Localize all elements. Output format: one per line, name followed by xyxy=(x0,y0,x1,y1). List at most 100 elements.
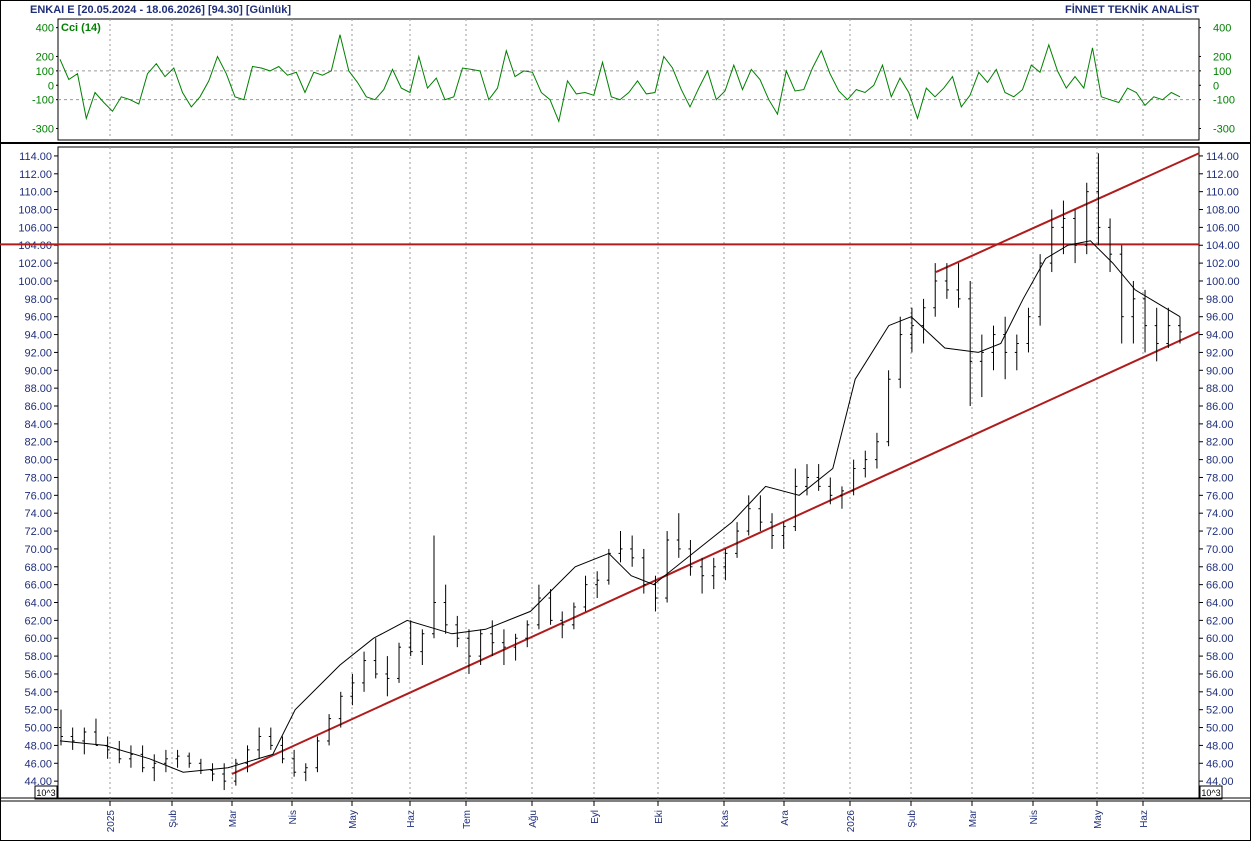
scale-label-right: 10^3 xyxy=(1201,788,1220,798)
price-tick-label-left: 82.00 xyxy=(24,437,52,449)
scale-box-left xyxy=(34,785,58,800)
moving-average-group xyxy=(59,240,1181,773)
price-tick-label-left: 104.00 xyxy=(18,240,52,252)
x-tick-label: Şub xyxy=(168,810,179,828)
price-tick-label-right: 50.00 xyxy=(1206,723,1234,735)
cci-tick-label-left: 400 xyxy=(36,23,54,35)
price-tick-label-right: 88.00 xyxy=(1206,383,1234,395)
price-tick-label-right: 72.00 xyxy=(1206,526,1234,538)
price-tick-label-left: 72.00 xyxy=(24,526,52,538)
cci-panel-frame xyxy=(57,18,1200,141)
price-tick-label-right: 52.00 xyxy=(1206,705,1234,717)
price-tick-label-left: 58.00 xyxy=(24,651,52,663)
price-tick-label-left: 70.00 xyxy=(24,544,52,556)
x-tick-label: Haz xyxy=(1139,810,1150,828)
price-tick-label-right: 114.00 xyxy=(1206,151,1239,163)
price-y-axis: 44.00 44.00 46.00 46.00 48.00 48.00 50.00 50.00… xyxy=(18,151,1239,788)
price-tick-label-left: 96.00 xyxy=(24,312,52,324)
cci-tick-label-left: 0 xyxy=(48,80,54,92)
price-tick-label-right: 48.00 xyxy=(1206,740,1234,752)
price-tick-label-right: 84.00 xyxy=(1206,419,1234,431)
x-tick-label: Kas xyxy=(720,810,731,827)
price-tick-label-left: 64.00 xyxy=(24,598,52,610)
moving-average-line xyxy=(59,240,1181,773)
price-tick-label-right: 58.00 xyxy=(1206,651,1234,663)
price-tick-label-left: 80.00 xyxy=(24,455,52,467)
price-tick-label-left: 112.00 xyxy=(19,169,52,181)
price-tick-label-right: 112.00 xyxy=(1206,169,1239,181)
price-tick-label-left: 46.00 xyxy=(24,758,52,770)
scale-label-left: 10^3 xyxy=(36,788,55,798)
x-tick-label: Tem xyxy=(462,810,473,829)
x-tick-label: Ara xyxy=(780,810,791,826)
price-tick-label-left: 86.00 xyxy=(24,401,52,413)
price-panel-frame xyxy=(57,146,1200,800)
x-tick-label: Haz xyxy=(406,810,417,828)
price-tick-label-right: 44.00 xyxy=(1206,776,1234,788)
x-tick-label: Eki xyxy=(654,810,665,824)
x-tick-label: 2026 xyxy=(846,810,857,833)
price-tick-label-right: 68.00 xyxy=(1206,562,1234,574)
price-tick-label-left: 74.00 xyxy=(24,508,52,520)
price-tick-label-left: 52.00 xyxy=(24,705,52,717)
price-tick-label-left: 90.00 xyxy=(24,365,52,377)
support-trendline xyxy=(231,330,1200,775)
scale-box-right xyxy=(1199,785,1223,800)
cci-y-axis: 400 400 200 200 100 100 0 0 -100 -100 -300 -300 xyxy=(32,23,1235,136)
price-tick-label-right: 86.00 xyxy=(1206,401,1234,413)
price-panel: 44.00 44.00 46.00 46.00 48.00 48.00 50.00 50.00… xyxy=(0,146,1240,800)
price-tick-label-left: 66.00 xyxy=(24,580,52,592)
price-tick-label-right: 82.00 xyxy=(1206,437,1234,449)
price-tick-label-right: 94.00 xyxy=(1206,330,1234,342)
x-tick-label: May xyxy=(1093,810,1104,829)
price-tick-label-left: 114.00 xyxy=(19,151,52,163)
cci-tick-label-right: 0 xyxy=(1213,80,1219,92)
price-tick-label-right: 96.00 xyxy=(1206,312,1234,324)
price-tick-label-left: 88.00 xyxy=(24,383,52,395)
price-tick-label-right: 104.00 xyxy=(1206,240,1240,252)
price-tick-label-right: 54.00 xyxy=(1206,687,1234,699)
cci-tick-label-left: 100 xyxy=(36,66,54,78)
price-tick-label-right: 60.00 xyxy=(1206,633,1234,645)
price-tick-label-right: 80.00 xyxy=(1206,455,1234,467)
price-tick-label-right: 108.00 xyxy=(1206,205,1240,217)
brand-label: FİNNET TEKNİK ANALİST xyxy=(1065,3,1199,16)
price-tick-label-right: 70.00 xyxy=(1206,544,1234,556)
x-tick-label: Nis xyxy=(1029,810,1040,824)
x-tick-label: Ağu xyxy=(528,810,539,828)
cci-tick-label-left: 200 xyxy=(36,51,54,63)
price-tick-label-left: 108.00 xyxy=(18,205,52,217)
cci-tick-label-right: -100 xyxy=(1213,95,1235,107)
price-tick-label-left: 84.00 xyxy=(24,419,52,431)
price-tick-label-left: 62.00 xyxy=(24,615,52,627)
price-tick-label-right: 62.00 xyxy=(1206,615,1234,627)
cci-line-group xyxy=(59,34,1181,123)
price-vertical-grid xyxy=(109,147,1144,799)
price-tick-label-right: 90.00 xyxy=(1206,365,1234,377)
price-tick-label-right: 64.00 xyxy=(1206,598,1234,610)
x-tick-label: Mar xyxy=(968,809,979,827)
cci-label: Cci (14) xyxy=(61,22,101,34)
price-tick-label-left: 92.00 xyxy=(24,347,52,359)
price-tick-label-right: 100.00 xyxy=(1206,276,1240,288)
price-tick-label-left: 94.00 xyxy=(24,330,52,342)
price-tick-label-right: 56.00 xyxy=(1206,669,1234,681)
x-tick-label: Mar xyxy=(228,809,239,827)
resistance-trendline xyxy=(935,152,1200,273)
ohlc-bars-group xyxy=(59,153,1182,791)
cci-tick-label-right: 100 xyxy=(1213,66,1231,78)
x-tick-label: Şub xyxy=(907,810,918,828)
price-tick-label-left: 100.00 xyxy=(18,276,52,288)
price-tick-label-right: 102.00 xyxy=(1206,258,1240,270)
price-tick-label-right: 98.00 xyxy=(1206,294,1234,306)
price-tick-label-right: 74.00 xyxy=(1206,508,1234,520)
price-tick-label-left: 50.00 xyxy=(24,723,52,735)
cci-series-line xyxy=(59,34,1181,123)
price-tick-label-left: 54.00 xyxy=(24,687,52,699)
chart-title: ENKAI E [20.05.2024 - 18.06.2026] [94.30… xyxy=(30,4,291,16)
cci-tick-label-left: -100 xyxy=(32,95,54,107)
cci-tick-label-right: 200 xyxy=(1213,51,1231,63)
x-tick-label: 2025 xyxy=(106,810,117,833)
cci-grid xyxy=(58,19,1199,140)
